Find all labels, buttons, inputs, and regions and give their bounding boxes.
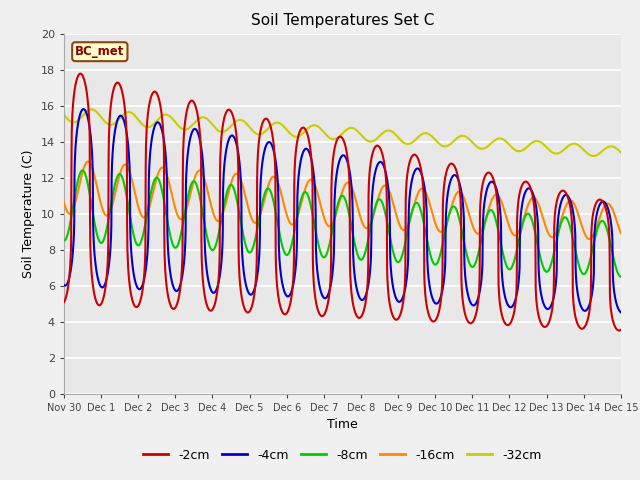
Title: Soil Temperatures Set C: Soil Temperatures Set C (251, 13, 434, 28)
Text: BC_met: BC_met (75, 45, 125, 58)
X-axis label: Time: Time (327, 418, 358, 431)
Legend: -2cm, -4cm, -8cm, -16cm, -32cm: -2cm, -4cm, -8cm, -16cm, -32cm (138, 444, 547, 467)
Y-axis label: Soil Temperature (C): Soil Temperature (C) (22, 149, 35, 278)
